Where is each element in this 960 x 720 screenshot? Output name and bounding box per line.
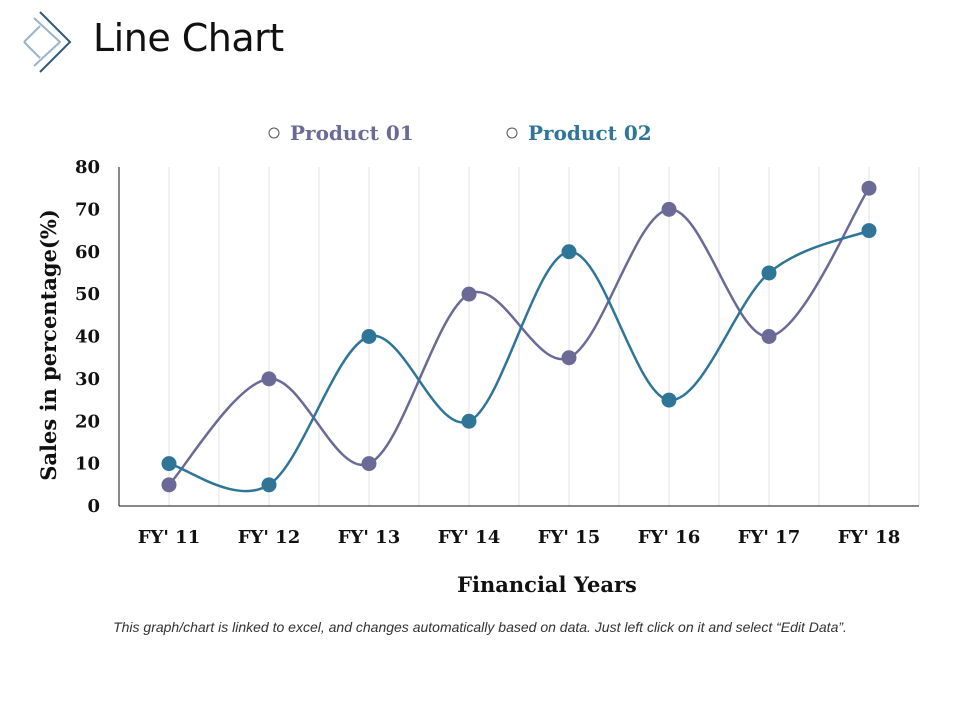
legend-marker-icon (268, 127, 280, 139)
data-point-series-1 (261, 371, 277, 387)
x-tick-label: FY' 12 (238, 527, 300, 548)
x-tick-label: FY' 16 (638, 527, 700, 548)
data-point-series-2 (361, 329, 377, 344)
diamond-chevron-icon (23, 11, 72, 73)
legend-item-1[interactable]: Product 01 (268, 121, 414, 145)
data-point-series-1 (361, 456, 377, 472)
data-point-series-1 (461, 286, 477, 302)
y-tick-label: 80 (75, 157, 100, 178)
x-tick-labels: FY' 11 FY' 12 FY' 13 FY' 14 FY' 15 FY' 16 FY' … (138, 527, 900, 548)
y-tick-labels: 0 10 20 30 40 50 60 70 80 (75, 157, 100, 517)
y-axis-title: Sales in percentage(%) (36, 209, 61, 481)
legend-marker-icon (506, 127, 518, 139)
series (161, 180, 877, 493)
y-tick-label: 50 (75, 284, 100, 305)
legend-item-2[interactable]: Product 02 (506, 121, 652, 145)
data-point-series-1 (161, 477, 177, 493)
legend-label: Product 02 (528, 121, 652, 145)
data-point-series-2 (561, 244, 577, 260)
legend-label: Product 01 (290, 121, 414, 145)
page-title: Line Chart (93, 16, 284, 60)
data-point-series-1 (761, 329, 777, 344)
y-tick-label: 70 (75, 199, 100, 220)
grid-lines (168, 167, 920, 506)
axes (118, 167, 919, 507)
data-point-series-1 (661, 201, 677, 217)
x-tick-label: FY' 15 (538, 527, 600, 548)
y-tick-label: 40 (75, 327, 100, 348)
series-line-1 (168, 187, 871, 486)
x-tick-label: FY' 18 (838, 527, 900, 548)
y-tick-label: 30 (75, 369, 100, 390)
data-point-series-2 (461, 413, 477, 429)
data-point-series-2 (661, 392, 677, 408)
y-tick-label: 10 (75, 454, 100, 475)
series-line-2 (168, 229, 870, 493)
chart-note: This graph/chart is linked to excel, and… (113, 619, 847, 635)
y-tick-label: 0 (87, 496, 100, 517)
y-tick-label: 20 (75, 411, 100, 432)
x-tick-label: FY' 17 (738, 527, 800, 548)
x-axis-title: Financial Years (457, 572, 637, 597)
data-point-series-2 (761, 265, 777, 281)
legend[interactable]: Product 01 Product 02 (268, 121, 652, 145)
x-tick-label: FY' 13 (338, 527, 400, 548)
data-point-series-1 (861, 180, 877, 196)
data-point-series-2 (161, 456, 177, 472)
data-point-series-1 (561, 350, 577, 366)
x-tick-label: FY' 11 (138, 527, 200, 548)
data-point-series-2 (861, 223, 877, 239)
y-tick-label: 60 (75, 242, 100, 263)
x-tick-label: FY' 14 (438, 527, 500, 548)
data-point-series-2 (261, 477, 277, 493)
